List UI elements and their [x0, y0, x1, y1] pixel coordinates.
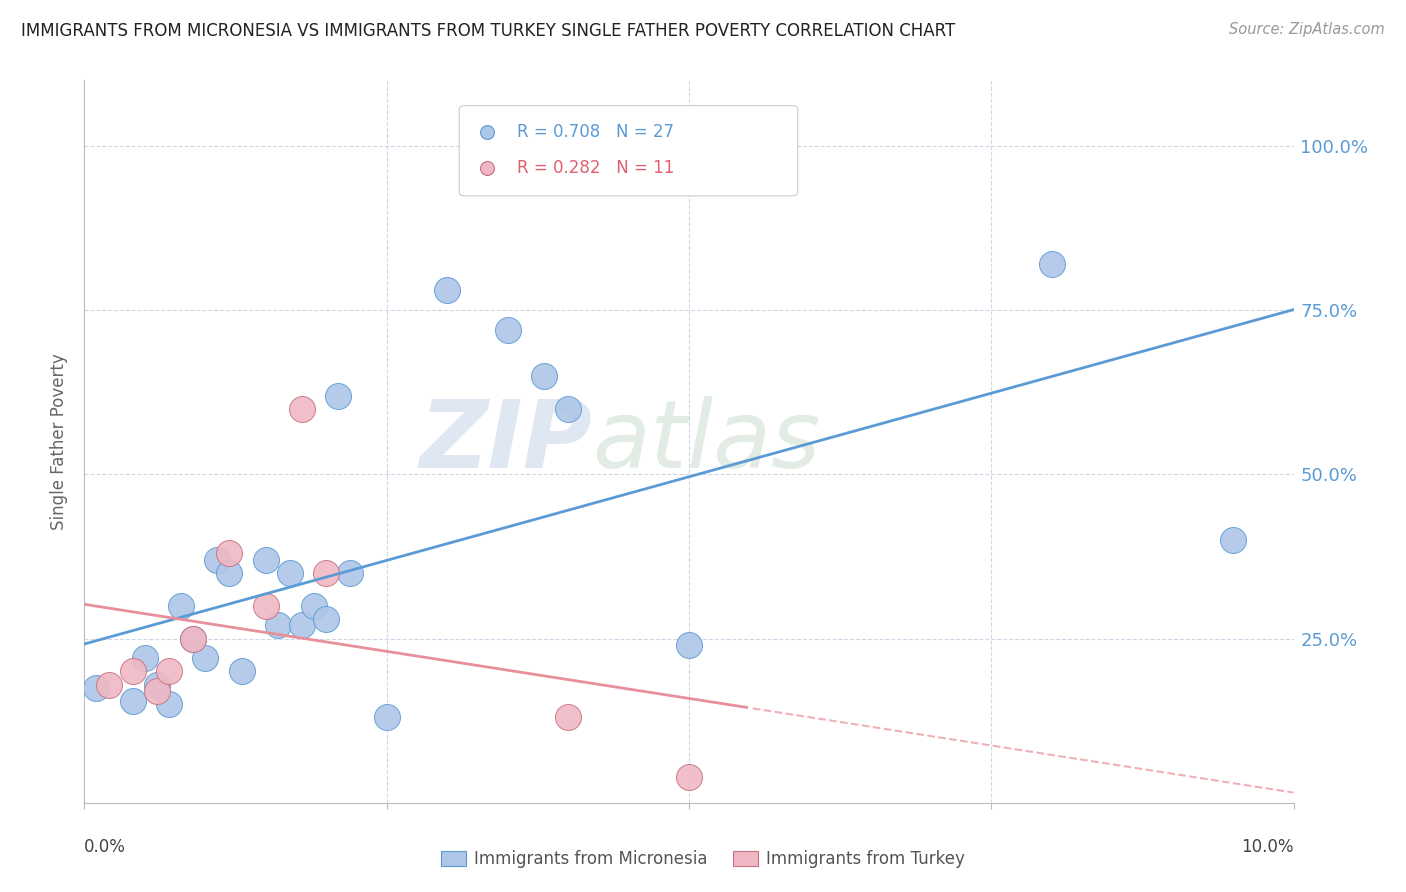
- Point: [533, 368, 555, 383]
- Point: [678, 770, 700, 784]
- Point: [157, 665, 180, 679]
- Point: [254, 599, 277, 613]
- Point: [181, 632, 204, 646]
- Text: IMMIGRANTS FROM MICRONESIA VS IMMIGRANTS FROM TURKEY SINGLE FATHER POVERTY CORRE: IMMIGRANTS FROM MICRONESIA VS IMMIGRANTS…: [21, 22, 955, 40]
- Text: ZIP: ZIP: [419, 395, 592, 488]
- Point: [557, 710, 579, 724]
- Point: [194, 651, 217, 665]
- Point: [267, 618, 290, 632]
- Point: [291, 401, 314, 416]
- Point: [678, 638, 700, 652]
- Point: [134, 651, 156, 665]
- Point: [170, 599, 193, 613]
- Text: 10.0%: 10.0%: [1241, 838, 1294, 855]
- Point: [1222, 533, 1244, 547]
- Point: [278, 566, 301, 580]
- Point: [146, 684, 169, 698]
- Point: [302, 599, 325, 613]
- Point: [315, 566, 337, 580]
- Point: [218, 546, 240, 560]
- Point: [146, 677, 169, 691]
- Point: [315, 612, 337, 626]
- Legend: Immigrants from Micronesia, Immigrants from Turkey: Immigrants from Micronesia, Immigrants f…: [434, 844, 972, 875]
- Point: [121, 694, 143, 708]
- Point: [557, 401, 579, 416]
- Text: Source: ZipAtlas.com: Source: ZipAtlas.com: [1229, 22, 1385, 37]
- Point: [207, 553, 229, 567]
- Point: [436, 284, 458, 298]
- Point: [97, 677, 120, 691]
- Text: R = 0.708   N = 27: R = 0.708 N = 27: [517, 123, 675, 141]
- Point: [328, 388, 350, 402]
- Point: [218, 566, 240, 580]
- Point: [121, 665, 143, 679]
- Text: R = 0.282   N = 11: R = 0.282 N = 11: [517, 160, 675, 178]
- FancyBboxPatch shape: [460, 105, 797, 196]
- Point: [157, 698, 180, 712]
- Y-axis label: Single Father Poverty: Single Father Poverty: [51, 353, 69, 530]
- Text: atlas: atlas: [592, 396, 821, 487]
- Point: [375, 710, 398, 724]
- Point: [1040, 257, 1063, 271]
- Point: [339, 566, 361, 580]
- Point: [181, 632, 204, 646]
- Point: [254, 553, 277, 567]
- Point: [496, 323, 519, 337]
- Text: 0.0%: 0.0%: [84, 838, 127, 855]
- Point: [291, 618, 314, 632]
- Point: [86, 681, 108, 695]
- Point: [231, 665, 253, 679]
